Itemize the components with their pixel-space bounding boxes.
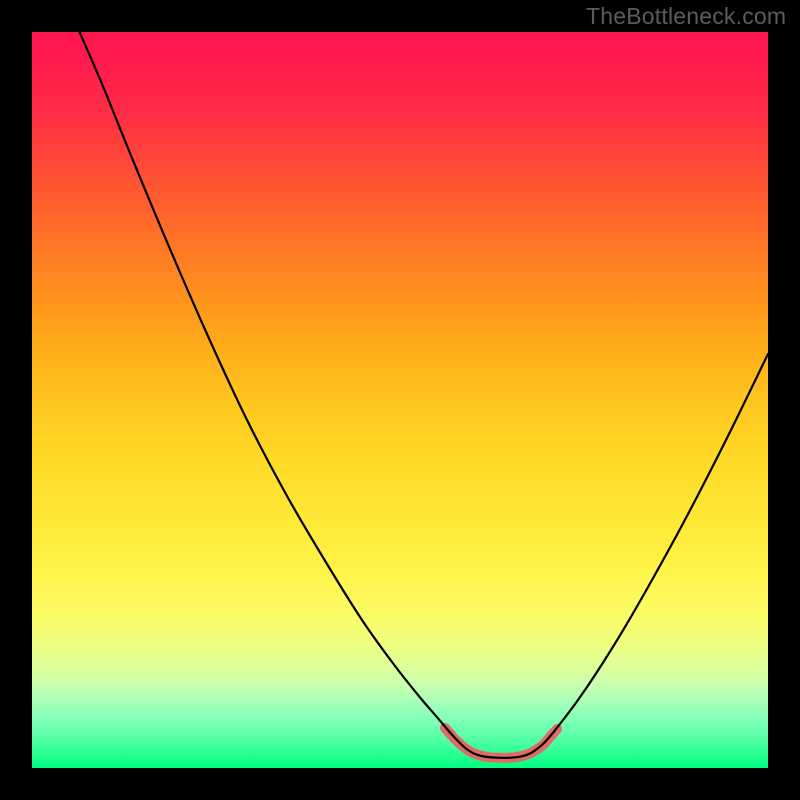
watermark-text: TheBottleneck.com bbox=[586, 3, 786, 30]
chart-plot-area bbox=[32, 32, 768, 768]
bottleneck-curve-chart bbox=[32, 32, 768, 768]
gradient-background bbox=[32, 32, 768, 768]
